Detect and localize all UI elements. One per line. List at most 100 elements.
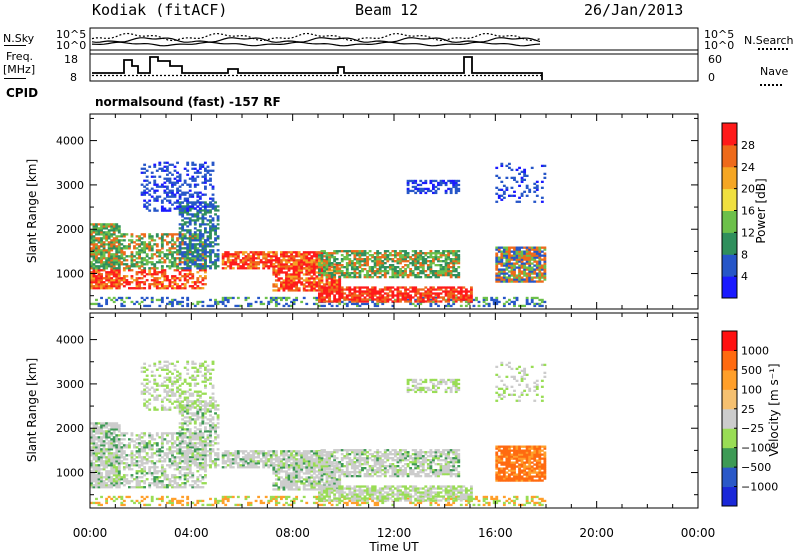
velocity-cell — [214, 497, 217, 501]
power-cell — [209, 243, 212, 246]
power-cell — [353, 275, 357, 279]
power-cell — [513, 296, 516, 300]
power-cell — [110, 245, 114, 248]
velocity-cell — [115, 448, 119, 451]
velocity-cell — [315, 495, 319, 499]
power-cell — [247, 296, 250, 300]
power-cell — [110, 273, 114, 276]
power-cell — [376, 270, 380, 273]
power-cell — [518, 280, 521, 283]
power-cell — [302, 296, 306, 300]
power-cell — [543, 176, 547, 180]
velocity-cell — [97, 446, 101, 449]
velocity-cell — [90, 472, 93, 475]
power-cell — [523, 304, 527, 308]
power-cell — [193, 255, 197, 258]
power-cell — [186, 229, 190, 232]
power-cell — [421, 187, 425, 191]
power-cell — [533, 272, 537, 275]
power-cell — [318, 304, 321, 308]
power-cell — [540, 276, 544, 279]
velocity-cell — [449, 503, 453, 507]
power-cell — [186, 197, 190, 200]
power-cell — [186, 275, 190, 278]
power-cell — [287, 267, 291, 270]
velocity-cell — [110, 456, 114, 459]
velocity-cell — [166, 484, 169, 487]
power-cell — [122, 277, 126, 280]
power-cell — [236, 267, 240, 270]
power-cell — [155, 197, 159, 200]
power-cell — [236, 265, 240, 268]
velocity-cell — [110, 478, 114, 481]
power-cell — [92, 253, 96, 256]
power-cell — [138, 243, 141, 246]
power-cell — [191, 163, 195, 166]
power-cell — [454, 268, 458, 271]
power-cell — [335, 262, 339, 265]
power-cell — [510, 264, 514, 267]
power-cell — [166, 195, 169, 198]
power-cell — [399, 286, 402, 289]
power-cell — [188, 261, 192, 264]
power-cell — [145, 201, 149, 204]
power-cell — [429, 275, 433, 279]
power-cell — [92, 281, 96, 284]
power-cell — [163, 269, 167, 272]
velocity-cell — [178, 422, 182, 425]
power-cell — [188, 205, 192, 208]
power-cell — [508, 194, 511, 197]
velocity-cell — [122, 458, 126, 461]
power-cell — [173, 287, 177, 290]
power-cell — [198, 191, 202, 194]
power-cell — [467, 296, 471, 299]
velocity-cell — [105, 442, 109, 445]
velocity-cell — [163, 486, 167, 489]
power-cell — [221, 267, 225, 270]
power-cell — [543, 256, 547, 259]
power-cell — [244, 261, 248, 264]
power-cell — [193, 167, 197, 170]
velocity-cell — [100, 486, 103, 489]
power-cell — [272, 289, 276, 292]
power-cell — [358, 256, 362, 259]
power-cell — [340, 300, 344, 304]
power-cell — [495, 256, 499, 259]
power-cell — [150, 237, 154, 240]
power-cell — [353, 250, 357, 253]
power-cell — [186, 207, 190, 210]
power-cell — [214, 227, 217, 230]
velocity-cell — [267, 501, 271, 505]
velocity-cell — [173, 462, 177, 465]
power-cell — [143, 163, 147, 166]
power-cell — [495, 302, 499, 306]
power-cell — [406, 189, 410, 193]
velocity-cell — [105, 460, 109, 463]
power-cell — [508, 258, 511, 261]
power-cell — [434, 273, 438, 277]
power-cell — [158, 253, 162, 256]
velocity-cell — [120, 497, 124, 501]
power-cell — [166, 287, 169, 290]
power-cell — [320, 290, 324, 293]
velocity-cell — [277, 495, 281, 499]
velocity-cell — [125, 480, 129, 483]
power-cell — [404, 256, 407, 259]
power-cell — [409, 262, 413, 265]
power-cell — [315, 281, 319, 284]
power-cell — [160, 298, 164, 302]
power-cell — [411, 273, 415, 277]
power-cell — [356, 298, 359, 301]
power-cell — [414, 181, 418, 185]
power-cell — [183, 223, 187, 226]
power-cell — [158, 304, 162, 308]
power-cell — [533, 246, 537, 249]
velocity-cell — [323, 503, 326, 507]
velocity-cell — [176, 444, 179, 447]
power-cell — [345, 270, 349, 273]
velocity-cell — [117, 456, 121, 459]
power-cell — [300, 257, 304, 260]
power-cell — [310, 281, 314, 284]
power-cell — [186, 249, 190, 252]
power-cell — [191, 273, 195, 276]
